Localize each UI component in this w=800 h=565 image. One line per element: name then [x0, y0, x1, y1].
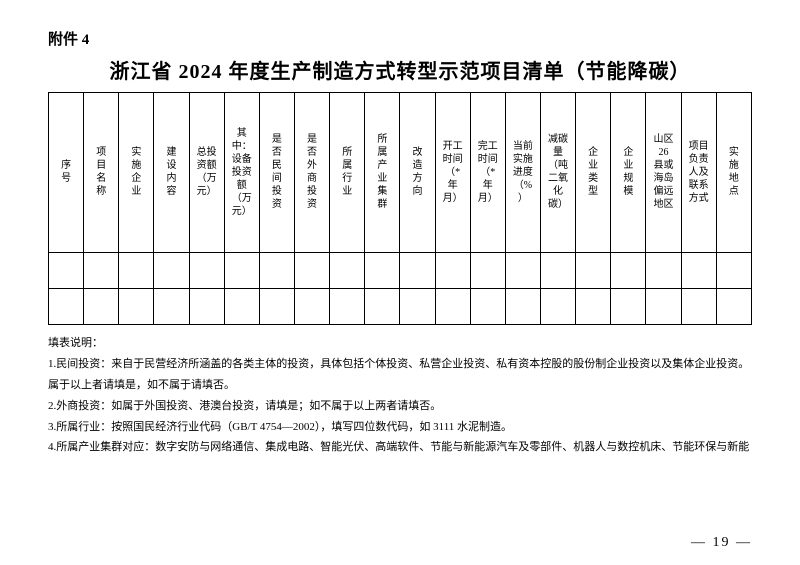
- column-header-label: 山区 26 县或海岛偏远地区: [652, 133, 674, 211]
- table-cell: [611, 289, 646, 325]
- column-header-label: 开工时间（*年月）: [442, 140, 464, 205]
- table-cell: [154, 289, 189, 325]
- column-header: 所属行业: [330, 93, 365, 253]
- column-header-label: 改造方向: [412, 146, 422, 198]
- table-cell: [646, 253, 681, 289]
- table-cell: [259, 253, 294, 289]
- column-header-label: 项目名称: [96, 146, 106, 198]
- column-header-label: 所属行业: [342, 146, 352, 198]
- table-cell: [119, 289, 154, 325]
- column-header: 项目名称: [84, 93, 119, 253]
- table-cell: [505, 253, 540, 289]
- table-header-row: 序号 项目名称 实施企业 建设内容 总投资额（万元） 其中：设备投资额（万元） 是否民间投资…: [49, 93, 752, 253]
- column-header: 总投资额（万元）: [189, 93, 224, 253]
- table-cell: [330, 253, 365, 289]
- table-cell: [49, 289, 84, 325]
- table-cell: [716, 253, 751, 289]
- table-cell: [505, 289, 540, 325]
- table-cell: [365, 289, 400, 325]
- table-cell: [49, 253, 84, 289]
- table-cell: [681, 289, 716, 325]
- table-cell: [400, 253, 435, 289]
- column-header-label: 当前实施进度（%）: [512, 140, 534, 205]
- column-header: 其中：设备投资额（万元）: [224, 93, 259, 253]
- table-cell: [540, 253, 575, 289]
- table-row: [49, 253, 752, 289]
- table-cell: [154, 253, 189, 289]
- column-header: 实施企业: [119, 93, 154, 253]
- column-header: 减碳量（吨二氧化碳）: [540, 93, 575, 253]
- column-header-label: 建设内容: [166, 146, 176, 198]
- column-header: 企业类型: [576, 93, 611, 253]
- table-row: [49, 289, 752, 325]
- table-cell: [576, 289, 611, 325]
- table-cell: [330, 289, 365, 325]
- column-header-label: 是否外商投资: [307, 133, 317, 211]
- table-cell: [576, 253, 611, 289]
- column-header-label: 减碳量（吨二氧化碳）: [547, 133, 569, 211]
- table-cell: [611, 253, 646, 289]
- column-header: 实施地点: [716, 93, 751, 253]
- column-header: 建设内容: [154, 93, 189, 253]
- table-cell: [470, 289, 505, 325]
- column-header-label: 实施企业: [131, 146, 141, 198]
- table-cell: [716, 289, 751, 325]
- table-cell: [224, 253, 259, 289]
- column-header-label: 其中：设备投资额（万元）: [231, 127, 253, 218]
- notes-heading: 填表说明：: [48, 333, 752, 354]
- attachment-label: 附件 4: [48, 28, 752, 49]
- table-cell: [119, 253, 154, 289]
- column-header: 当前实施进度（%）: [505, 93, 540, 253]
- table-cell: [365, 253, 400, 289]
- column-header-label: 企业规模: [623, 146, 633, 198]
- table-cell: [189, 289, 224, 325]
- table-cell: [470, 253, 505, 289]
- note-line: 1.民间投资：来自于民营经济所涵盖的各类主体的投资，具体包括个体投资、私营企业投…: [48, 354, 752, 396]
- column-header: 是否民间投资: [259, 93, 294, 253]
- table-cell: [681, 253, 716, 289]
- table-cell: [294, 253, 329, 289]
- table-cell: [259, 289, 294, 325]
- column-header-label: 完工时间（*年月）: [477, 140, 499, 205]
- column-header: 序号: [49, 93, 84, 253]
- column-header: 是否外商投资: [294, 93, 329, 253]
- column-header: 改造方向: [400, 93, 435, 253]
- column-header-label: 序号: [61, 159, 71, 185]
- column-header-label: 总投资额（万元）: [196, 146, 218, 198]
- table-cell: [435, 253, 470, 289]
- column-header: 所属产业集群: [365, 93, 400, 253]
- column-header-label: 项目负责人及联系方式: [688, 140, 710, 205]
- table-cell: [224, 289, 259, 325]
- column-header: 企业规模: [611, 93, 646, 253]
- column-header: 项目负责人及联系方式: [681, 93, 716, 253]
- notes-section: 填表说明： 1.民间投资：来自于民营经济所涵盖的各类主体的投资，具体包括个体投资…: [48, 333, 752, 458]
- column-header: 山区 26 县或海岛偏远地区: [646, 93, 681, 253]
- table-cell: [294, 289, 329, 325]
- page-number: — 19 —: [691, 535, 752, 551]
- table-cell: [189, 253, 224, 289]
- column-header-label: 是否民间投资: [272, 133, 282, 211]
- table-cell: [84, 289, 119, 325]
- table-cell: [540, 289, 575, 325]
- column-header-label: 实施地点: [729, 146, 739, 198]
- table-cell: [646, 289, 681, 325]
- column-header-label: 企业类型: [588, 146, 598, 198]
- note-line: 4.所属产业集群对应：数字安防与网络通信、集成电路、智能光伏、高端软件、节能与新…: [48, 437, 752, 458]
- note-line: 3.所属行业：按照国民经济行业代码（GB/T 4754—2002），填写四位数代…: [48, 417, 752, 438]
- column-header: 开工时间（*年月）: [435, 93, 470, 253]
- table-cell: [400, 289, 435, 325]
- table-cell: [435, 289, 470, 325]
- page-title: 浙江省 2024 年度生产制造方式转型示范项目清单（节能降碳）: [48, 55, 752, 84]
- column-header: 完工时间（*年月）: [470, 93, 505, 253]
- table-cell: [84, 253, 119, 289]
- note-line: 2.外商投资：如属于外国投资、港澳台投资，请填是；如不属于以上两者请填否。: [48, 396, 752, 417]
- column-header-label: 所属产业集群: [377, 133, 387, 211]
- project-table: 序号 项目名称 实施企业 建设内容 总投资额（万元） 其中：设备投资额（万元） 是否民间投资…: [48, 92, 752, 325]
